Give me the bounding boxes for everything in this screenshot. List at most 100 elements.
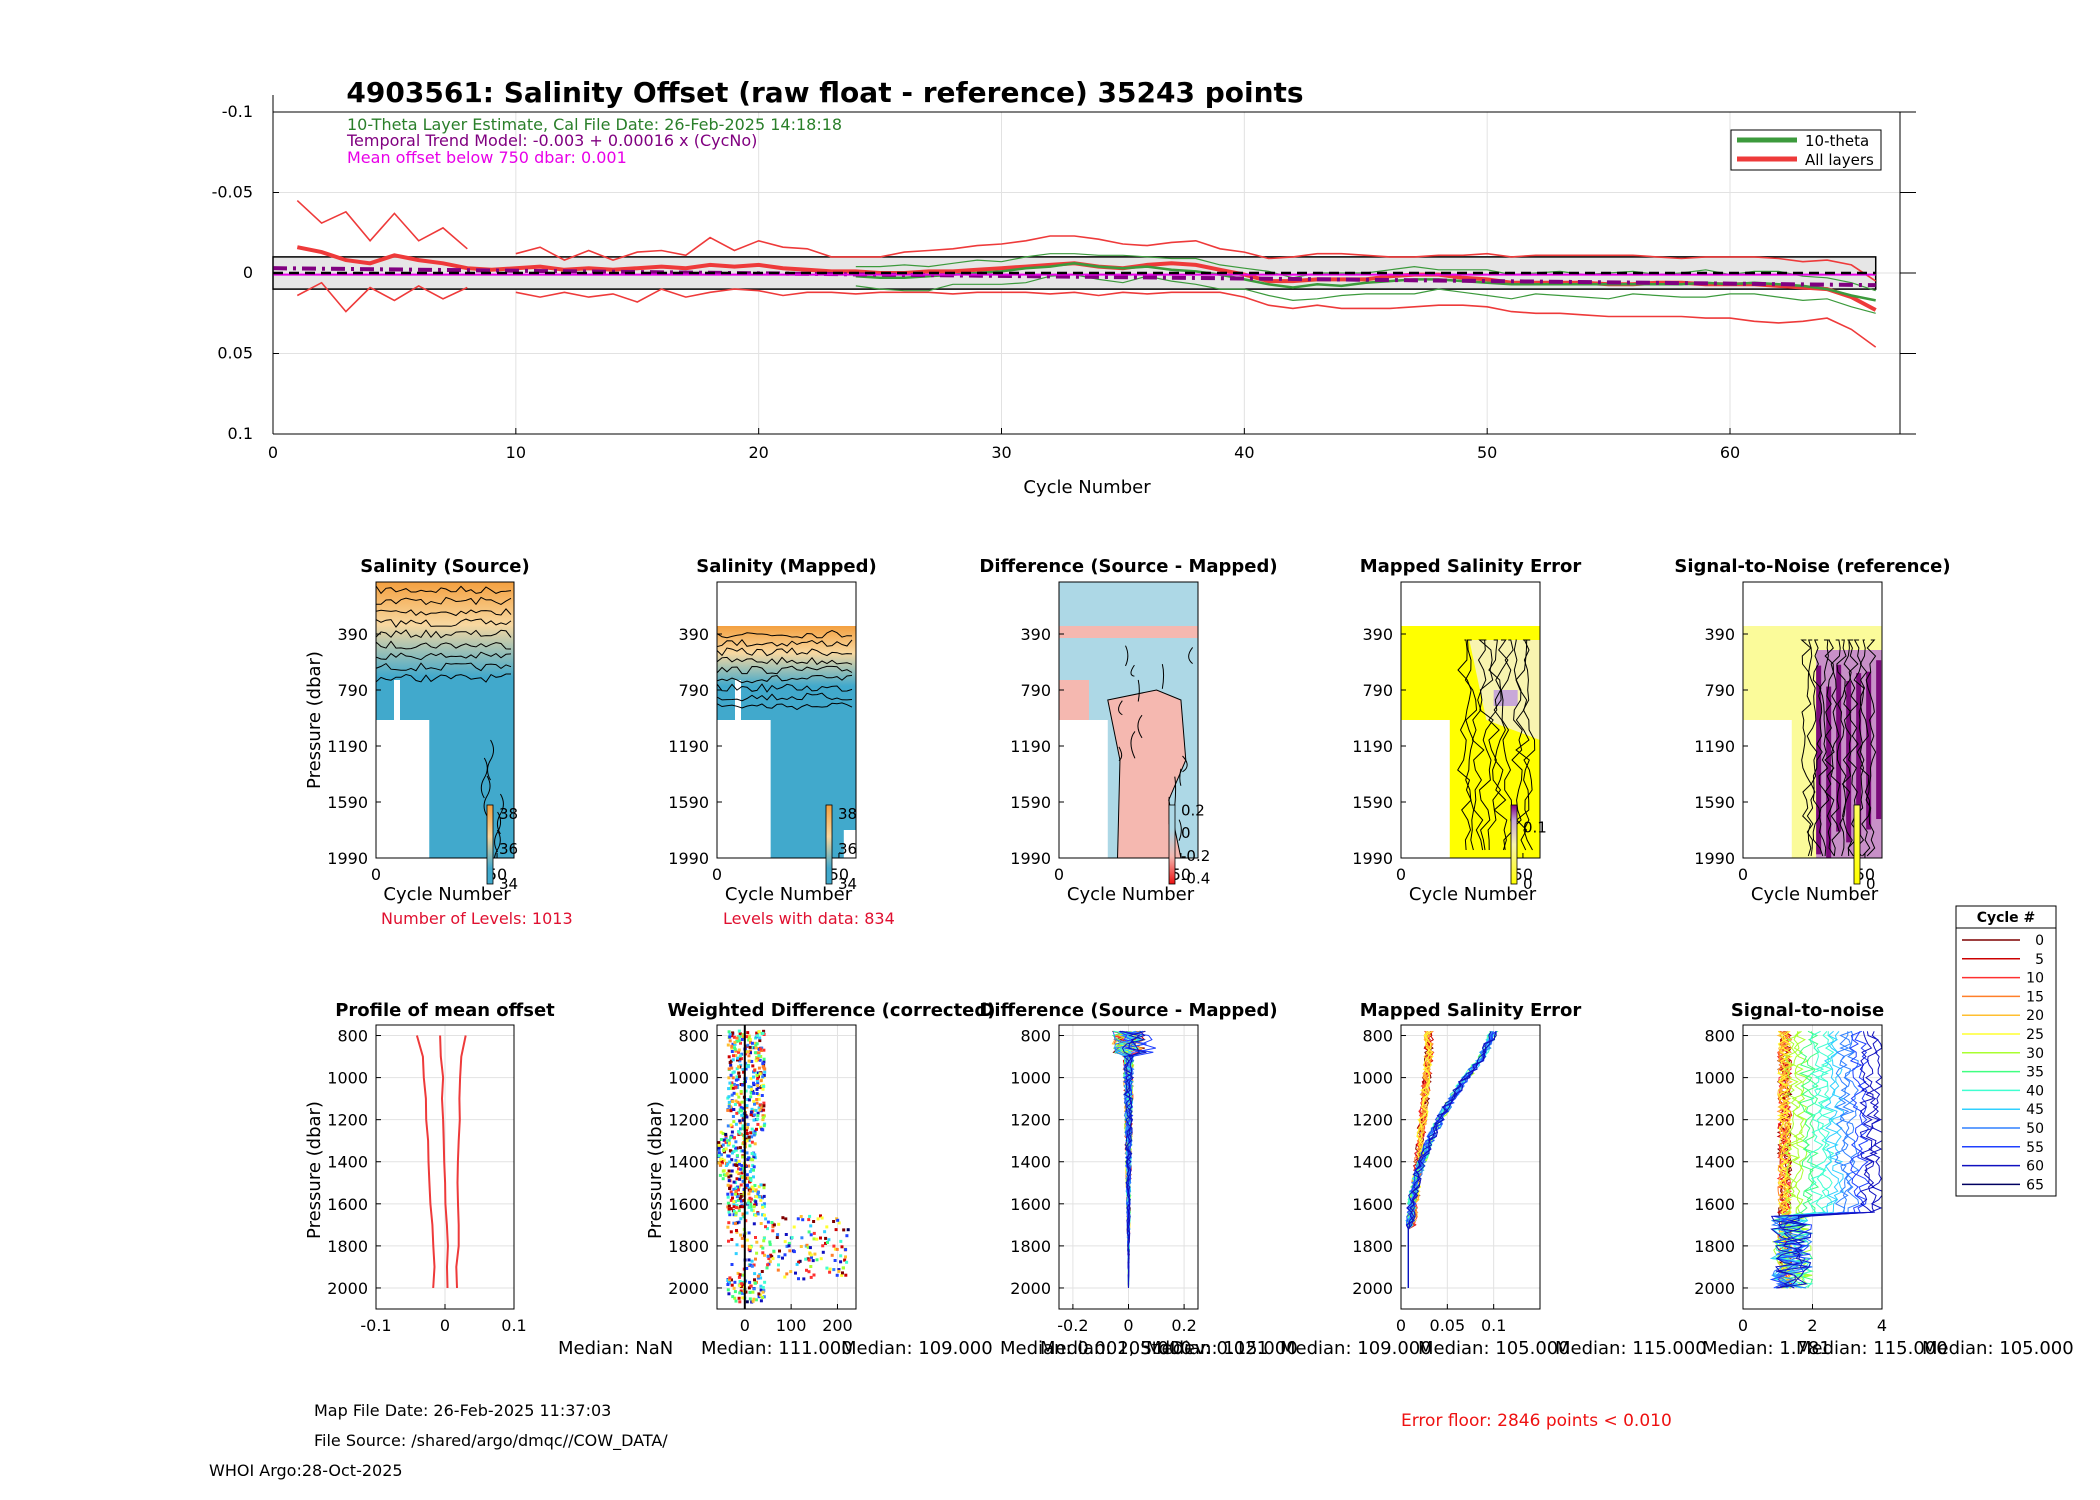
- contour-line: [1178, 819, 1182, 841]
- weighted-point: [733, 1040, 737, 1044]
- cycle-legend-label-55: 55: [2026, 1140, 2044, 1156]
- weighted-point: [721, 1143, 725, 1147]
- contour-line: [1137, 679, 1140, 702]
- weighted-point: [722, 1149, 726, 1152]
- weighted-point: [754, 1298, 758, 1302]
- snr-profile: [1770, 1031, 1850, 1289]
- weighted-point: [756, 1111, 760, 1115]
- panel-ytick-label: 1200: [668, 1111, 709, 1130]
- panel-ytick-label: 1400: [327, 1153, 368, 1172]
- contour-line: [1464, 639, 1478, 851]
- contour-line: [1188, 647, 1194, 665]
- weighted-point: [759, 1055, 763, 1058]
- contour-line: [1806, 639, 1818, 857]
- weighted-point: [738, 1280, 742, 1283]
- weighted-point: [741, 1273, 745, 1277]
- weighted-point: [760, 1196, 764, 1200]
- weighted-point: [825, 1225, 829, 1229]
- colorbar: [825, 804, 833, 885]
- panel-frame: [1058, 581, 1199, 859]
- weighted-point: [830, 1253, 834, 1257]
- panel-xtick-label: 0: [440, 1316, 450, 1335]
- weighted-point: [761, 1087, 765, 1091]
- error-floor: Error floor: 2846 points < 0.010: [1401, 1411, 1672, 1431]
- colorbar-tick-label: -0.4: [1181, 869, 1210, 887]
- weighted-point: [753, 1153, 757, 1157]
- difference-fill-negative: [1059, 680, 1089, 720]
- panel-frame: [1400, 1024, 1541, 1310]
- weighted-point: [749, 1095, 753, 1099]
- weighted-point: [845, 1234, 849, 1238]
- weighted-point: [762, 1236, 766, 1240]
- weighted-point: [739, 1205, 743, 1209]
- weighted-point: [730, 1192, 734, 1196]
- difference-profile: [1121, 1030, 1146, 1289]
- weighted-point: [783, 1275, 787, 1279]
- contour-line: [1130, 664, 1135, 677]
- weighted-point: [828, 1270, 832, 1274]
- weighted-point: [761, 1213, 765, 1217]
- weighted-point: [819, 1236, 822, 1240]
- main-legend-box: 10-theta All layers: [1730, 129, 1882, 171]
- weighted-point: [734, 1078, 738, 1082]
- weighted-point: [805, 1268, 808, 1272]
- weighted-point: [727, 1221, 731, 1225]
- weighted-point: [735, 1084, 739, 1088]
- weighted-point: [844, 1273, 848, 1277]
- weighted-point: [732, 1136, 736, 1140]
- weighted-point: [783, 1253, 787, 1257]
- panel-ytick-label: 1800: [327, 1237, 368, 1256]
- weighted-point: [741, 1106, 745, 1110]
- weighted-point: [754, 1188, 758, 1192]
- weighted-point: [717, 1151, 721, 1155]
- weighted-point: [750, 1041, 754, 1045]
- weighted-point: [751, 1209, 755, 1213]
- weighted-point: [763, 1213, 766, 1217]
- weighted-point: [752, 1168, 755, 1172]
- weighted-point: [738, 1300, 742, 1304]
- weighted-point: [740, 1113, 744, 1117]
- weighted-point: [727, 1055, 731, 1059]
- weighted-point: [755, 1098, 759, 1101]
- weighted-point: [737, 1209, 741, 1213]
- snr-fill-high: [1826, 686, 1832, 858]
- colorbar: [1168, 804, 1176, 885]
- weighted-point: [717, 1143, 721, 1147]
- median-label: Median: 115.000: [1146, 1338, 1298, 1359]
- weighted-point: [739, 1167, 743, 1171]
- snr-fill-high: [1846, 681, 1852, 843]
- weighted-point: [732, 1286, 736, 1290]
- weighted-point: [730, 1283, 734, 1287]
- weighted-point: [836, 1218, 840, 1222]
- weighted-point: [729, 1063, 733, 1067]
- weighted-point: [725, 1172, 729, 1176]
- contour-line: [717, 647, 853, 657]
- cycle-legend-label-40: 40: [2026, 1083, 2044, 1099]
- main-xtick-label: 40: [1234, 443, 1254, 462]
- weighted-point: [749, 1246, 753, 1250]
- weighted-point: [750, 1152, 754, 1155]
- contour-line: [376, 640, 512, 650]
- weighted-point: [843, 1258, 847, 1262]
- weighted-point: [738, 1121, 742, 1125]
- panel-ytick-label: 1990: [668, 849, 709, 868]
- weighted-point: [731, 1295, 735, 1299]
- weighted-point: [792, 1225, 796, 1229]
- weighted-point: [733, 1290, 737, 1294]
- weighted-point: [747, 1059, 751, 1063]
- panel-xtick-label: 0.1: [501, 1316, 526, 1335]
- weighted-point: [748, 1189, 752, 1193]
- panel-ytick-label: 1000: [327, 1069, 368, 1088]
- main-ytick-label: 0.05: [217, 344, 253, 363]
- weighted-point: [762, 1194, 766, 1198]
- weighted-point: [736, 1185, 739, 1189]
- panel-xtick-label: 0.1: [1481, 1316, 1506, 1335]
- weighted-point: [734, 1158, 738, 1162]
- weighted-point: [734, 1140, 738, 1144]
- contour-line: [1471, 639, 1487, 851]
- profile-panel-profile_mean_offset: Profile of mean offset 800 1000 1200 1400 160…: [304, 1000, 555, 1335]
- weighted-point: [749, 1202, 753, 1206]
- weighted-point: [759, 1125, 763, 1129]
- weighted-point: [735, 1067, 739, 1071]
